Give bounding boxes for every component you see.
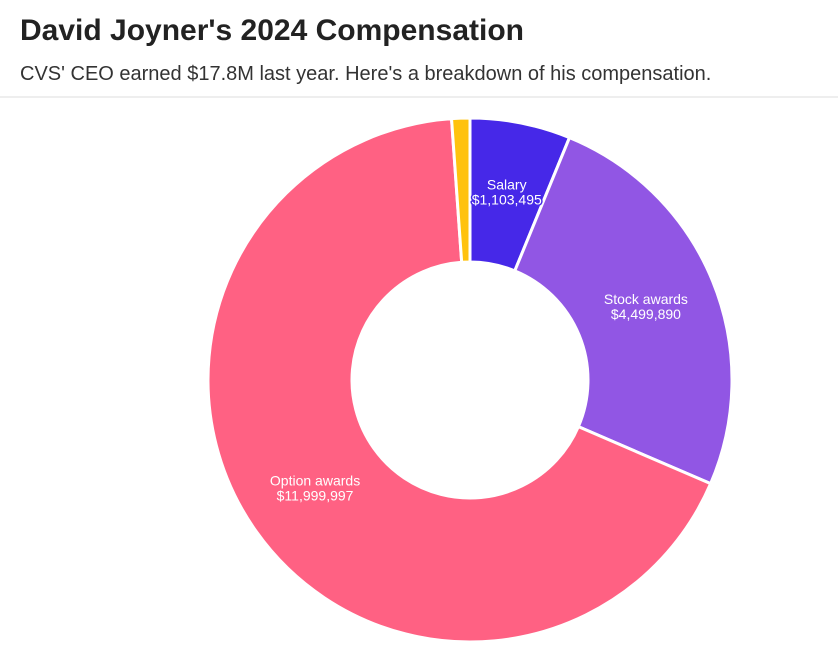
- value-label: $1,103,495: [472, 191, 542, 207]
- segment-label: Option awards: [270, 473, 360, 489]
- segment-label: Salary: [487, 176, 527, 192]
- chart-subtitle: CVS' CEO earned $17.8M last year. Here's…: [20, 63, 711, 85]
- chart-title: David Joyner's 2024 Compensation: [20, 14, 524, 47]
- donut-segment: [206, 117, 713, 644]
- value-label: $4,499,890: [611, 306, 681, 322]
- donut-segment: [513, 136, 734, 486]
- value-label: $11,999,997: [277, 488, 354, 504]
- donut-segment: [450, 116, 472, 264]
- segment-label: Stock awards: [604, 291, 688, 307]
